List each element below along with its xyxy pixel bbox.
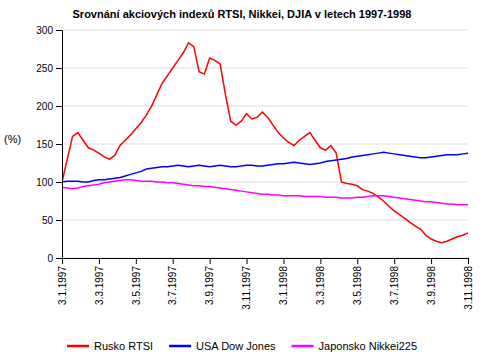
tick-mark [283,258,284,264]
tick-label: 3.7.1998 [389,266,400,305]
tick: 100 [36,177,62,188]
series-line [62,180,468,205]
y-axis: 0 50 100 150 200 250 300 [36,25,62,264]
tick-mark [56,258,62,259]
tick: 3.11.1997 [241,258,252,310]
tick-mark [394,258,395,264]
legend-label: Rusko RTSI [94,340,153,352]
tick-mark [247,258,248,264]
tick: 200 [36,101,62,112]
tick: 3.7.1997 [167,258,178,305]
tick-mark [431,258,432,264]
tick-mark [56,144,62,145]
tick-mark [357,258,358,264]
series-line [62,43,468,243]
tick: 250 [36,63,62,74]
legend-item: Japonsko Nikkei225 [292,340,417,352]
tick-label: 250 [36,63,53,74]
tick-mark [136,258,137,264]
tick-label: 3.5.1997 [131,266,142,305]
tick-label: 3.7.1997 [167,266,178,305]
tick: 50 [42,215,62,226]
grid-line [62,30,468,31]
tick: 3.3.1998 [315,258,326,305]
tick: 3.5.1998 [352,258,363,305]
tick: 3.7.1998 [389,258,400,305]
tick-mark [56,106,62,107]
plot: 3.1.1997 3.3.1997 3.5.1997 3.7.1997 3.9.1997… [36,25,473,310]
tick-label: 150 [36,139,53,150]
axis-line [63,259,469,265]
tick-label: 3.11.1998 [463,266,474,310]
tick-label: 3.1.1998 [278,266,289,305]
tick: 150 [36,139,62,150]
tick-label: 0 [47,253,53,264]
tick-label: 3.9.1997 [204,266,215,305]
tick: 300 [36,25,62,36]
tick-mark [99,258,100,264]
tick-mark [56,220,62,221]
title: Srovnání akciových indexů RTSI, Nikkei, … [73,8,412,20]
tick: 3.3.1997 [94,258,105,305]
tick: 3.1.1997 [57,258,68,305]
tick-label: 300 [36,25,53,36]
grid-line [62,106,468,107]
tick-mark [320,258,321,264]
legend-swatch [292,345,314,348]
tick-mark [56,182,62,183]
tick: 3.5.1997 [131,258,142,305]
series-line [62,152,468,182]
chart: 3.1.1997 3.3.1997 3.5.1997 3.7.1997 3.9.1997… [0,0,484,360]
tick-label: 100 [36,177,53,188]
legend-label: USA Dow Jones [196,340,276,352]
grid-line [62,182,468,183]
tick-label: 3.5.1998 [352,266,363,305]
tick: 0 [47,253,62,264]
grid-line [62,68,468,69]
tick-mark [468,258,469,264]
tick-mark [173,258,174,264]
lines [62,43,468,243]
x-axis: 3.1.1997 3.3.1997 3.5.1997 3.7.1997 3.9.1997… [57,258,474,310]
axis-line [56,31,63,259]
legend-swatch [169,345,191,348]
tick-mark [56,68,62,69]
legend-item: Rusko RTSI [67,340,153,352]
tick-label: 3.9.1998 [426,266,437,305]
tick-label: 200 [36,101,53,112]
legend: Rusko RTSI USA Dow Jones Japonsko Nikkei22… [67,340,417,352]
tick: 3.9.1998 [426,258,437,305]
tick-label: 3.3.1997 [94,266,105,305]
legend-swatch [67,345,89,348]
tick: 3.1.1998 [278,258,289,305]
tick-mark [210,258,211,264]
tick: 3.11.1998 [463,258,474,310]
y-label: (%) [4,133,21,145]
tick-label: 50 [42,215,54,226]
tick-label: 3.11.1997 [241,266,252,310]
legend-label: Japonsko Nikkei225 [319,340,417,352]
grid-y [62,30,468,258]
tick: 3.9.1997 [204,258,215,305]
tick-mark [56,30,62,31]
tick-label: 3.1.1997 [57,266,68,305]
tick-label: 3.3.1998 [315,266,326,305]
legend-item: USA Dow Jones [169,340,276,352]
